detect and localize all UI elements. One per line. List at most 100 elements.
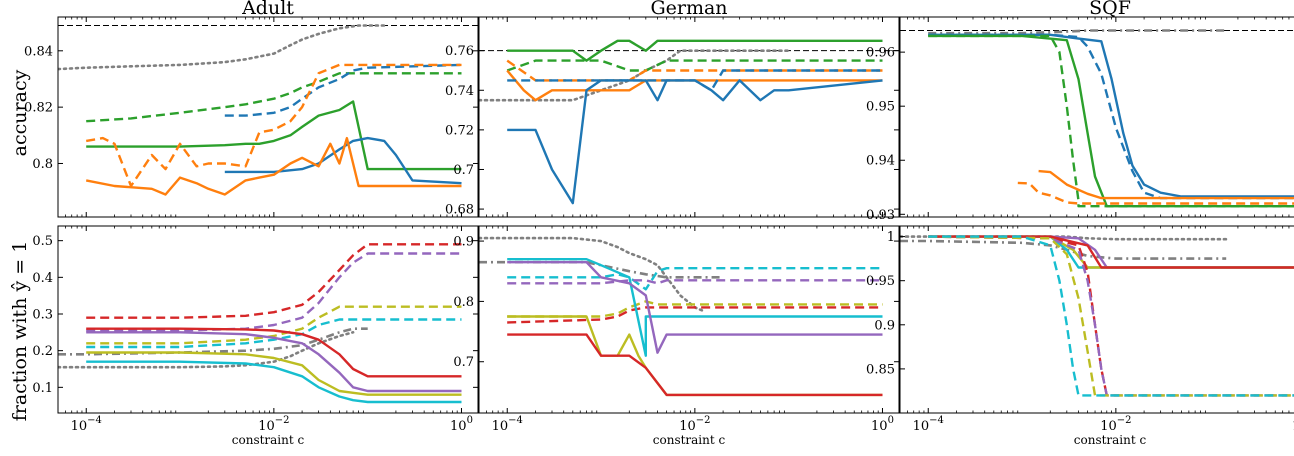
y-tick-label: 0.95 (866, 100, 895, 115)
series-line-4 (928, 235, 1294, 269)
panel-adult-fraction: 10−4 10−2 100 0.1 0.2 0.3 0.4 0.5 (32, 225, 479, 434)
panel-german-fraction: 10−4 10−2 100 0.7 0.8 0.9 (453, 225, 900, 434)
series-line-2 (506, 59, 883, 72)
y-tick-label: 0.7 (453, 355, 474, 370)
series-line-9 (507, 333, 883, 397)
series-group-german-fraction (479, 236, 883, 397)
series-line-1 (900, 239, 1227, 260)
series-line-3 (928, 235, 1294, 269)
y-tick-label: 0.96 (866, 46, 895, 61)
series-line-9 (928, 235, 1294, 397)
series-group-adult-accuracy (58, 24, 478, 196)
y-tick-label: 0.2 (32, 344, 53, 359)
x-tick-label: 10−4 (913, 415, 944, 434)
series-line-2 (86, 72, 462, 123)
y-tick-label: 0.1 (32, 381, 53, 396)
series-line-4 (224, 136, 462, 185)
y-tick-label: 0.85 (866, 362, 895, 377)
y-tick-label: 0.74 (445, 84, 474, 99)
series-line-0 (86, 243, 462, 319)
series-line-8 (507, 315, 883, 397)
series-line-6 (507, 79, 883, 205)
series-line-0 (58, 24, 386, 71)
y-tick-label: 0.95 (866, 274, 895, 289)
series-line-2 (928, 235, 1294, 269)
y-tick-label: 0.5 (32, 234, 53, 249)
panels-group: Adult 0.8 0.82 0.84 German 0.68 0.7 0.72 0.74 0.7… (24, 0, 1294, 434)
y-tick-label: 0.3 (32, 308, 53, 323)
series-line-2 (928, 33, 1294, 200)
x-tick-label: 10−2 (679, 415, 710, 434)
series-line-8 (928, 235, 1294, 397)
plot-frame (478, 225, 900, 414)
x-tick-label: 10−4 (492, 415, 523, 434)
series-group-sqf-fraction (900, 235, 1294, 397)
y-tick-label: 0.82 (24, 101, 53, 116)
y-tick-label: 1 (887, 230, 895, 245)
panel-german-accuracy: German 0.68 0.7 0.72 0.74 0.76 (445, 0, 900, 218)
series-line-1 (507, 39, 883, 62)
plot-frame (57, 16, 479, 218)
x-tick-label: 10−2 (258, 415, 289, 434)
series-line-1 (928, 33, 1294, 198)
series-line-6 (928, 235, 1294, 397)
panel-title-adult-accuracy: Adult (241, 0, 294, 19)
plot-frame (899, 225, 1294, 414)
series-line-3 (506, 59, 883, 82)
series-line-6 (86, 327, 462, 378)
panel-adult-accuracy: Adult 0.8 0.82 0.84 (24, 0, 479, 218)
series-line-9 (86, 360, 462, 404)
y-tick-label: 0.68 (445, 203, 474, 218)
y-tick-label: 0.4 (32, 271, 53, 286)
row-label-accuracy: accuracy (9, 69, 31, 156)
x-tick-label: 100 (1292, 415, 1294, 434)
x-tick-label: 10−4 (71, 415, 102, 434)
y-tick-label: 0.94 (866, 154, 895, 169)
y-tick-label: 0.9 (453, 235, 474, 250)
series-line-4 (507, 300, 883, 318)
y-tick-label: 0.8 (453, 295, 474, 310)
plot-frame (899, 16, 1294, 218)
x-tick-label: 100 (871, 415, 894, 434)
series-line-5 (58, 330, 355, 369)
plot-frame (478, 16, 900, 218)
y-tick-label: 0.93 (866, 208, 895, 223)
series-line-0 (928, 29, 1227, 35)
y-tick-label: 0.84 (24, 44, 53, 59)
y-tick-label: 0.76 (445, 44, 474, 59)
series-line-5 (1038, 169, 1294, 200)
series-line-7 (507, 261, 883, 354)
plot-frame (57, 225, 479, 414)
series-group-german-accuracy (479, 39, 899, 205)
series-line-4 (928, 34, 1294, 208)
row-label-fraction: fraction with ŷ = 1 (9, 241, 31, 422)
series-line-7 (86, 331, 462, 393)
x-axis-label-german: constraint c (653, 433, 726, 447)
series-group-adult-fraction (58, 243, 462, 404)
series-line-5 (928, 235, 1294, 269)
panel-title-sqf-accuracy: SQF (1089, 0, 1131, 19)
x-tick-label: 100 (450, 415, 473, 434)
series-line-3 (86, 318, 462, 349)
x-axis-label-sqf: constraint c (1074, 433, 1147, 447)
y-tick-label: 0.72 (445, 123, 474, 138)
series-line-0 (479, 236, 704, 312)
series-line-1 (86, 100, 462, 171)
series-line-6 (85, 136, 462, 196)
y-tick-label: 0.7 (453, 163, 474, 178)
x-axis-label-adult: constraint c (232, 433, 305, 447)
panel-title-german-accuracy: German (650, 0, 727, 19)
series-line-0 (479, 49, 791, 102)
series-line-3 (928, 34, 1294, 208)
series-line-6 (1017, 181, 1294, 205)
y-tick-label: 0.8 (32, 157, 53, 172)
series-line-3 (507, 279, 883, 285)
series-group-sqf-accuracy (900, 29, 1294, 208)
series-line-3 (224, 63, 462, 117)
series-line-5 (507, 306, 883, 324)
panel-sqf-fraction: 10−4 10−2 100 0.85 0.9 0.95 1 (866, 225, 1294, 434)
series-line-7 (928, 235, 1294, 397)
y-tick-label: 0.9 (874, 318, 895, 333)
series-line-2 (507, 267, 883, 291)
